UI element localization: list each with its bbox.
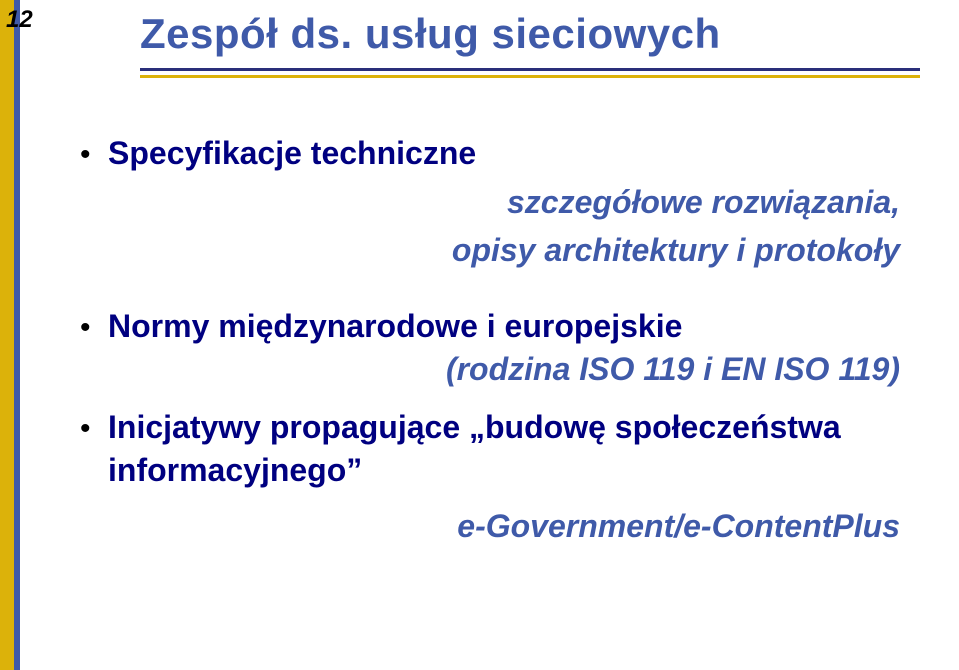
bullet-3: • Inicjatywy propagujące „budowę społecz… [80,406,930,545]
bullet-1-sub: szczegółowe rozwiązania, opisy architekt… [80,178,900,274]
bullet-1: • Specyfikacje techniczne szczegółowe ro… [80,135,930,274]
bullet-2-sub: (rodzina ISO 119 i EN ISO 119) [80,351,900,388]
underline-dark [140,68,920,71]
bullet-3-sub: e-Government/e-ContentPlus [80,508,900,545]
bullet-dot-icon: • [80,140,108,170]
bullet-2-heading: Normy międzynarodowe i europejskie [108,308,682,345]
bullet-line: • Normy międzynarodowe i europejskie [80,308,930,345]
bullet-dot-icon: • [80,313,108,343]
bullet-1-sub-line1: szczegółowe rozwiązania, [507,184,900,220]
bullet-dot-icon: • [80,414,108,444]
bullet-2: • Normy międzynarodowe i europejskie (ro… [80,308,930,388]
bullet-line: • Specyfikacje techniczne [80,135,930,172]
bullet-line: • Inicjatywy propagujące „budowę społecz… [80,406,930,492]
slide: 12 Zespół ds. usług sieciowych • Specyfi… [0,0,959,670]
slide-number: 12 [6,6,33,34]
left-blue-bar [14,0,20,670]
bullet-1-heading: Specyfikacje techniczne [108,135,476,172]
body: • Specyfikacje techniczne szczegółowe ro… [80,135,930,559]
slide-title: Zespół ds. usług sieciowych [140,10,920,58]
underline-gold [140,75,920,78]
left-gold-bar [0,0,14,670]
bullet-3-heading: Inicjatywy propagujące „budowę społeczeń… [108,406,930,492]
title-block: Zespół ds. usług sieciowych [140,10,920,78]
bullet-1-sub-line2: opisy architektury i protokoły [452,232,900,268]
